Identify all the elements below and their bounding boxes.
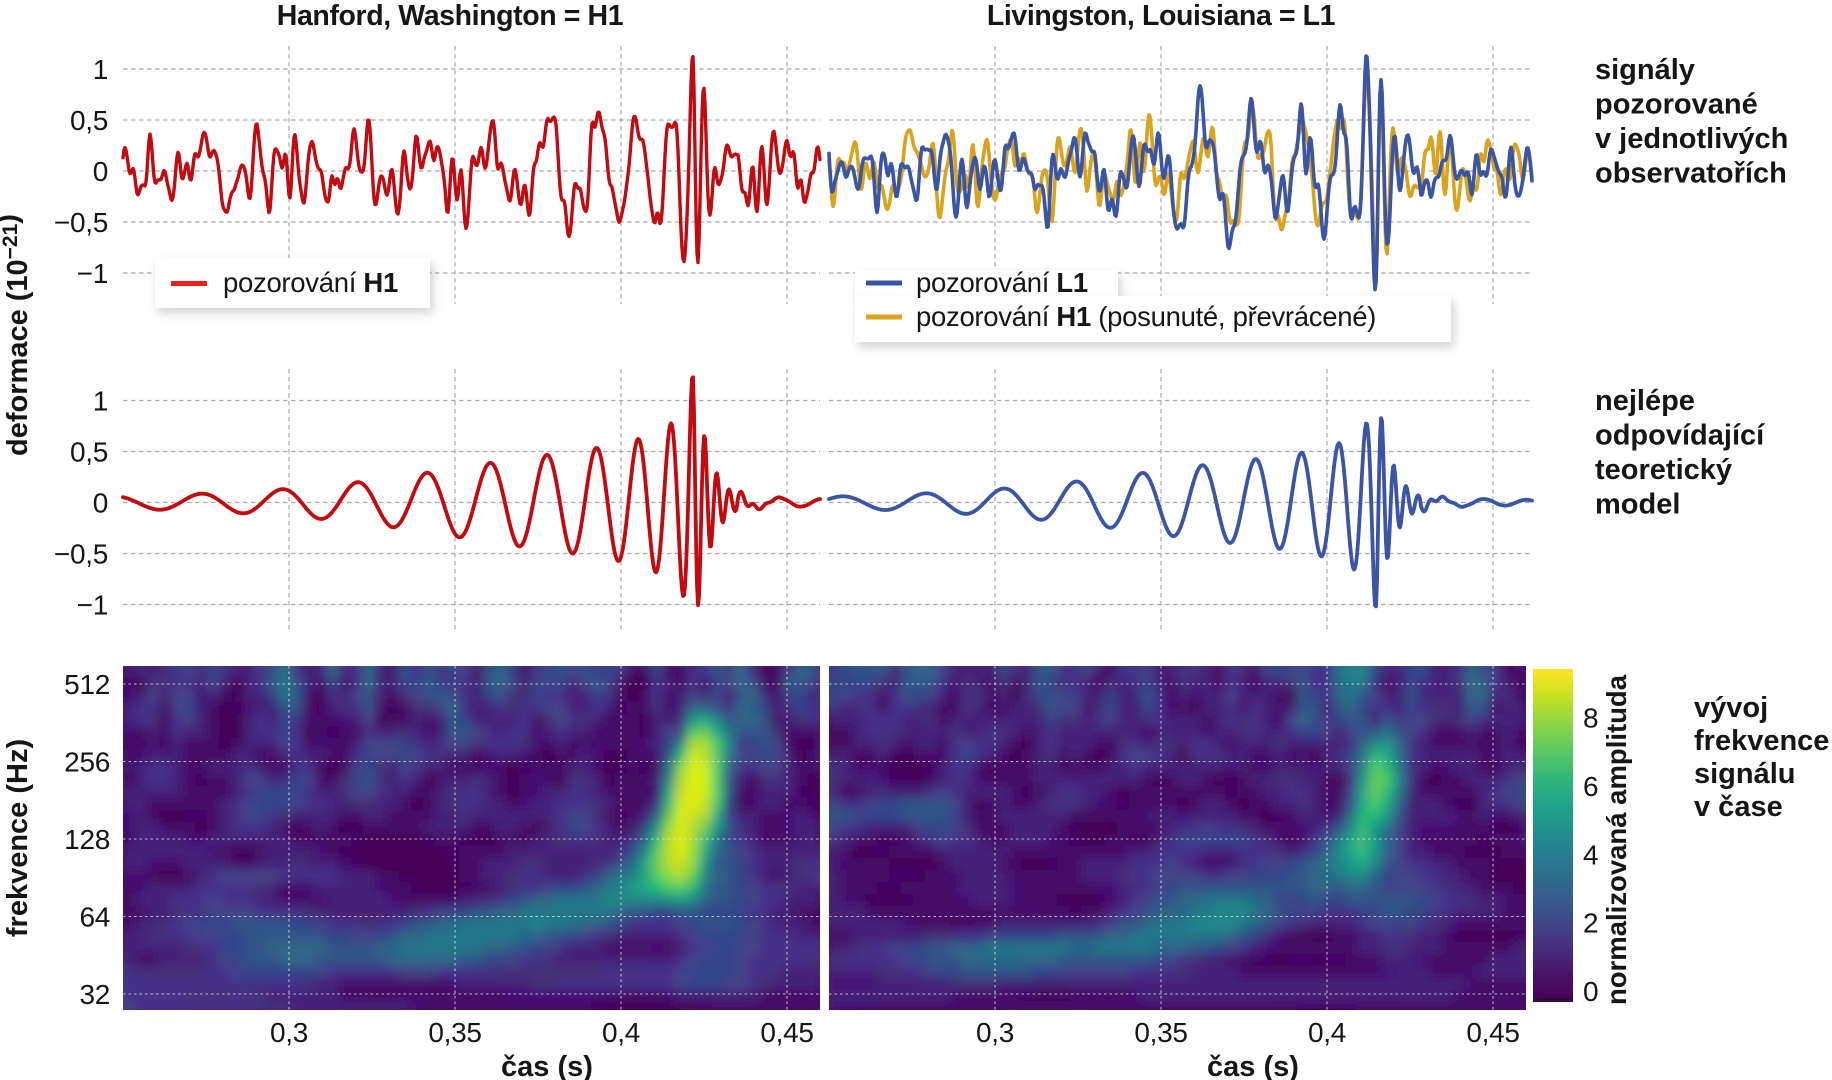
svg-text:pozorování L1: pozorování L1 (916, 267, 1088, 298)
svg-text:0,3: 0,3 (270, 1017, 308, 1048)
svg-text:Livingston, Louisiana = L1: Livingston, Louisiana = L1 (987, 0, 1336, 32)
svg-text:0,4: 0,4 (1308, 1017, 1346, 1048)
svg-text:signály: signály (1595, 54, 1695, 86)
svg-text:0,45: 0,45 (1466, 1017, 1519, 1048)
svg-text:256: 256 (64, 747, 110, 778)
svg-text:8: 8 (1583, 703, 1599, 734)
svg-text:deformace (10−21): deformace (10−21) (0, 214, 34, 456)
svg-text:frekvence (Hz): frekvence (Hz) (2, 739, 34, 937)
svg-text:vývoj: vývoj (1694, 692, 1768, 724)
svg-text:Hanford, Washington = H1: Hanford, Washington = H1 (277, 0, 624, 32)
svg-text:frekvence: frekvence (1694, 725, 1829, 757)
svg-text:0,35: 0,35 (428, 1017, 481, 1048)
svg-text:0: 0 (93, 156, 108, 187)
svg-text:−0,5: −0,5 (54, 539, 108, 570)
svg-text:v čase: v čase (1694, 791, 1783, 823)
svg-text:0,5: 0,5 (70, 437, 108, 468)
svg-text:0,4: 0,4 (602, 1017, 640, 1048)
svg-text:pozorování H1: pozorování H1 (223, 267, 398, 298)
svg-text:64: 64 (79, 902, 110, 933)
svg-text:pozorované: pozorované (1595, 89, 1758, 121)
svg-text:model: model (1595, 489, 1680, 521)
svg-text:128: 128 (64, 824, 110, 855)
svg-text:čas (s): čas (s) (501, 1051, 593, 1080)
svg-text:observatořích: observatořích (1595, 158, 1787, 190)
svg-text:0,35: 0,35 (1134, 1017, 1187, 1048)
svg-text:32: 32 (79, 979, 110, 1010)
svg-text:teoretický: teoretický (1595, 454, 1732, 486)
svg-text:normalizovaná amplituda: normalizovaná amplituda (1601, 674, 1632, 1005)
svg-text:nejlépe: nejlépe (1595, 385, 1695, 417)
svg-text:−1: −1 (77, 590, 108, 621)
svg-text:čas (s): čas (s) (1207, 1051, 1299, 1080)
svg-text:0: 0 (1583, 976, 1599, 1007)
svg-text:1: 1 (93, 386, 108, 417)
svg-text:0: 0 (93, 488, 108, 519)
svg-text:6: 6 (1583, 771, 1599, 802)
svg-text:odpovídající: odpovídající (1595, 420, 1765, 452)
svg-text:0,45: 0,45 (760, 1017, 813, 1048)
svg-text:0,3: 0,3 (976, 1017, 1014, 1048)
svg-text:v jednotlivých: v jednotlivých (1595, 123, 1788, 155)
svg-text:−0,5: −0,5 (54, 207, 108, 238)
svg-text:512: 512 (64, 669, 110, 700)
svg-text:1: 1 (93, 54, 108, 85)
svg-text:pozorování H1 (posunuté, převr: pozorování H1 (posunuté, převrácené) (916, 301, 1376, 332)
svg-text:4: 4 (1583, 839, 1599, 870)
svg-text:0,5: 0,5 (70, 105, 108, 136)
svg-text:−1: −1 (77, 258, 108, 289)
svg-text:2: 2 (1583, 908, 1599, 939)
svg-text:signálu: signálu (1694, 758, 1796, 790)
